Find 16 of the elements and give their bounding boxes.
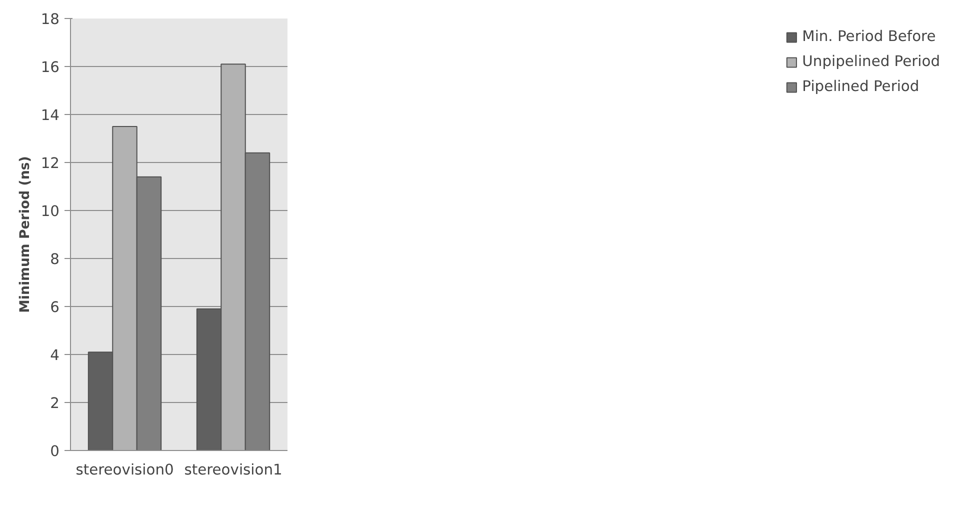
y-tick-label: 8 <box>50 251 60 268</box>
x-tick-label: stereovision0 <box>76 462 174 478</box>
y-axis-title: Minimum Period (ns) <box>18 156 33 313</box>
y-tick-label: 18 <box>40 11 60 28</box>
y-tick-label: 4 <box>50 347 60 364</box>
x-tick-label: stereovision1 <box>184 462 282 478</box>
y-tick-label: 6 <box>50 299 60 316</box>
y-tick-label: 0 <box>50 443 60 460</box>
y-tick-label: 14 <box>40 107 60 124</box>
y-tick-label: 2 <box>50 395 60 412</box>
y-tick-label: 10 <box>40 203 60 220</box>
y-tick-label: 16 <box>40 59 60 76</box>
legend-label: Pipelined Period <box>802 78 920 95</box>
legend-label: Min. Period Before <box>802 28 936 45</box>
legend-label: Unpipelined Period <box>802 53 940 70</box>
y-tick-label: 12 <box>40 155 60 172</box>
